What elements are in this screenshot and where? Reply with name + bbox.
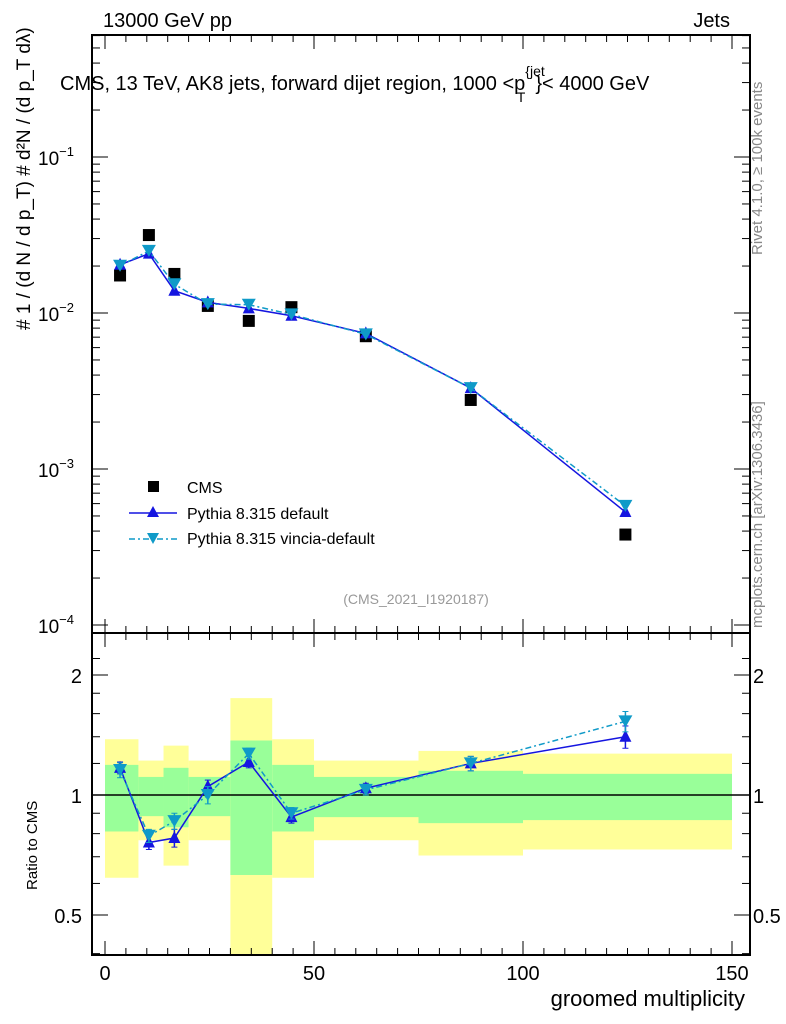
ratio-y-tick-label-left: 1 <box>71 786 82 808</box>
tick-exponent: −3 <box>59 456 74 471</box>
plot-title: CMS, 13 TeV, AK8 jets, forward dijet reg… <box>60 63 650 105</box>
band-inner-bin <box>138 776 164 817</box>
title-sup: {jet <box>525 63 545 79</box>
ratio-y-tick-label-right: 1 <box>753 786 764 808</box>
legend-marker-default <box>147 506 159 517</box>
vincia-data-point <box>113 259 128 272</box>
x-tick-label: 0 <box>99 963 110 985</box>
tick-exponent: −1 <box>59 144 74 159</box>
ratio-vincia-point <box>358 783 373 796</box>
rivet-version-label: Rivet 4.1.0, ≥ 100k events <box>749 82 766 255</box>
vincia-data-point <box>200 298 215 311</box>
ratio-vincia-point <box>284 807 299 820</box>
cms-data-point <box>619 528 632 541</box>
mcplots-label: mcplots.cern.ch [arXiv:1306.3436] <box>749 401 766 628</box>
vincia-data-point <box>284 308 299 321</box>
tick-exponent: −2 <box>59 300 74 315</box>
ratio-y-axis-label: Ratio to CMS <box>24 801 41 890</box>
tick-exponent: −4 <box>59 612 74 627</box>
legend-marker-vincia <box>147 533 159 544</box>
main-y-tick-label: 10−4 <box>38 612 74 638</box>
vincia-data-point <box>618 499 633 512</box>
legend-label-vincia: Pythia 8.315 vincia-default <box>187 531 375 548</box>
x-axis-label: groomed multiplicity <box>551 986 745 1011</box>
tick-base: 10 <box>38 461 59 482</box>
ratio-vincia-point <box>200 789 215 801</box>
vincia-data-point <box>141 244 156 257</box>
ratio-vincia-point <box>241 747 256 760</box>
ratio-vincia-point <box>141 829 156 842</box>
vincia-data-point <box>167 278 182 291</box>
main-y-tick-label: 10−3 <box>38 456 74 482</box>
title-sub: T <box>517 89 526 105</box>
title-prefix: CMS, 13 TeV, AK8 jets, forward dijet reg… <box>60 73 525 95</box>
main-y-tick-label: 10−2 <box>38 300 74 326</box>
cms-data-point <box>114 269 127 282</box>
ratio-y-tick-label-right: 0.5 <box>753 906 781 928</box>
x-tick-label: 100 <box>506 963 539 985</box>
ratio-vincia-point <box>618 715 633 728</box>
ratio-vincia-point <box>463 757 478 770</box>
ratio-vincia-point <box>113 764 128 777</box>
legend: CMS Pythia 8.315 default Pythia 8.315 vi… <box>129 480 375 548</box>
band-inner-bin <box>523 773 732 821</box>
ratio-uncertainty-bands <box>92 698 750 955</box>
analysis-watermark: (CMS_2021_I1920187) <box>343 591 489 607</box>
main-line-default <box>119 252 626 513</box>
tick-base: 10 <box>38 305 59 326</box>
ratio-default-point <box>619 729 632 742</box>
tick-base: 10 <box>38 617 59 638</box>
ratio-y-tick-label-right: 2 <box>753 666 764 688</box>
ratio-default-point <box>201 779 214 792</box>
vincia-data-point <box>463 382 478 395</box>
band-inner-bin <box>418 770 523 824</box>
x-tick-label: 50 <box>303 963 325 985</box>
ratio-vincia-point <box>167 815 182 828</box>
ratio-y-tick-label-left: 0.5 <box>54 906 82 928</box>
cms-data-point <box>168 267 181 280</box>
main-line-vincia <box>119 249 626 507</box>
ratio-plot-frame <box>91 632 751 956</box>
legend-label-cms: CMS <box>187 480 223 497</box>
cms-data-point <box>142 229 155 242</box>
tick-base: 10 <box>38 149 59 170</box>
title-suffix: }< 4000 GeV <box>535 73 650 95</box>
header-right: Jets <box>693 10 730 32</box>
cms-data-point <box>464 393 477 406</box>
vincia-data-point <box>358 328 373 341</box>
main-y-tick-label: 10−1 <box>38 144 74 170</box>
header-left: 13000 GeV pp <box>103 10 232 32</box>
data-marks <box>113 229 633 850</box>
ratio-default-point <box>168 831 181 844</box>
x-tick-label: 150 <box>715 963 748 985</box>
ratio-default-point <box>242 754 255 767</box>
main-y-axis-label: # 1 / (d N / d p_T) # d²N / (d p_T dλ) <box>14 27 35 330</box>
ratio-y-tick-label-left: 2 <box>71 666 82 688</box>
vincia-data-point <box>241 298 256 311</box>
cms-data-point <box>242 314 255 327</box>
legend-label-default: Pythia 8.315 default <box>187 506 329 523</box>
legend-marker-cms <box>148 481 159 492</box>
